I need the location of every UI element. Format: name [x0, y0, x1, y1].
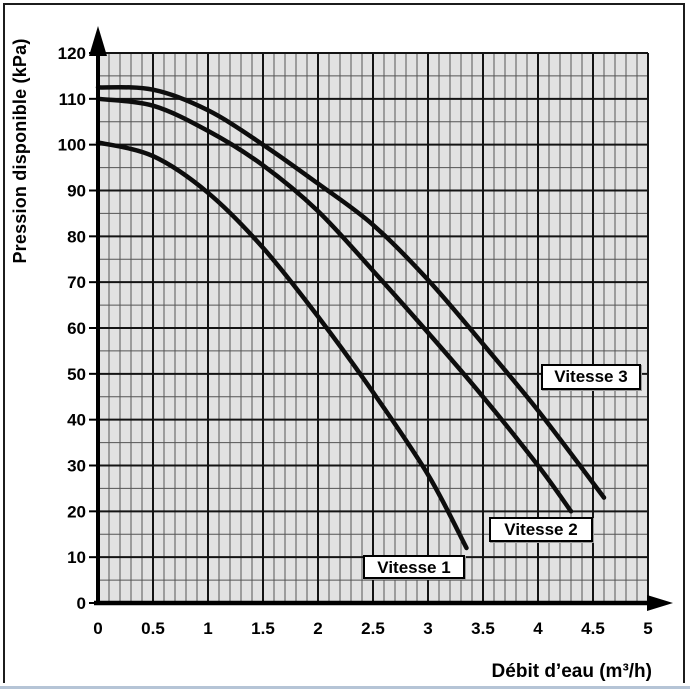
x-tick-label: 3.5	[471, 619, 495, 638]
curve-vitesse-1	[95, 140, 469, 551]
y-tick-label: 0	[77, 594, 86, 613]
x-axis-arrow-icon	[647, 595, 673, 611]
pump-curves	[95, 84, 607, 551]
y-tick-label: 80	[67, 227, 86, 246]
x-tick-label: 5	[643, 619, 652, 638]
x-tick-label: 1	[203, 619, 212, 638]
y-axis-arrow-icon	[89, 26, 107, 56]
tick-labels: 0 10 20 30 40 50 60 70 80 90 100 110 120 0 0.5 1 1.5 2 2.5…	[58, 44, 653, 638]
y-tick-label: 40	[67, 411, 86, 430]
curve-vitesse-2	[95, 96, 574, 514]
y-tick-label: 10	[67, 548, 86, 567]
x-tick-label: 4.5	[581, 619, 605, 638]
x-tick-label: 0.5	[141, 619, 165, 638]
axes	[89, 26, 673, 611]
y-tick-label: 120	[58, 44, 86, 63]
y-tick-label: 110	[59, 90, 86, 109]
y-tick-label: 50	[67, 365, 86, 384]
y-tick-label: 70	[67, 273, 86, 292]
bottom-edge-line	[0, 686, 690, 689]
x-tick-label: 0	[93, 619, 102, 638]
series-label-vitesse-1: Vitesse 1	[363, 555, 465, 579]
y-tick-label: 20	[67, 502, 86, 521]
x-tick-label: 2.5	[361, 619, 385, 638]
y-tick-label: 60	[67, 319, 86, 338]
series-label-vitesse-2: Vitesse 2	[489, 517, 593, 542]
x-axis-title: Débit d’eau (m³/h)	[491, 661, 652, 682]
y-axis-title: Pression disponible (kPa)	[10, 38, 30, 264]
y-tick-label: 100	[58, 136, 86, 155]
series-label-vitesse-3: Vitesse 3	[541, 364, 641, 390]
y-tick-label: 30	[67, 457, 86, 476]
x-tick-label: 2	[313, 619, 322, 638]
curve-vitesse-3	[95, 84, 607, 500]
y-tick-label: 90	[67, 182, 86, 201]
grid-major-lines	[97, 52, 649, 604]
x-tick-label: 4	[533, 619, 543, 638]
x-tick-label: 1.5	[251, 619, 275, 638]
x-tick-label: 3	[423, 619, 432, 638]
